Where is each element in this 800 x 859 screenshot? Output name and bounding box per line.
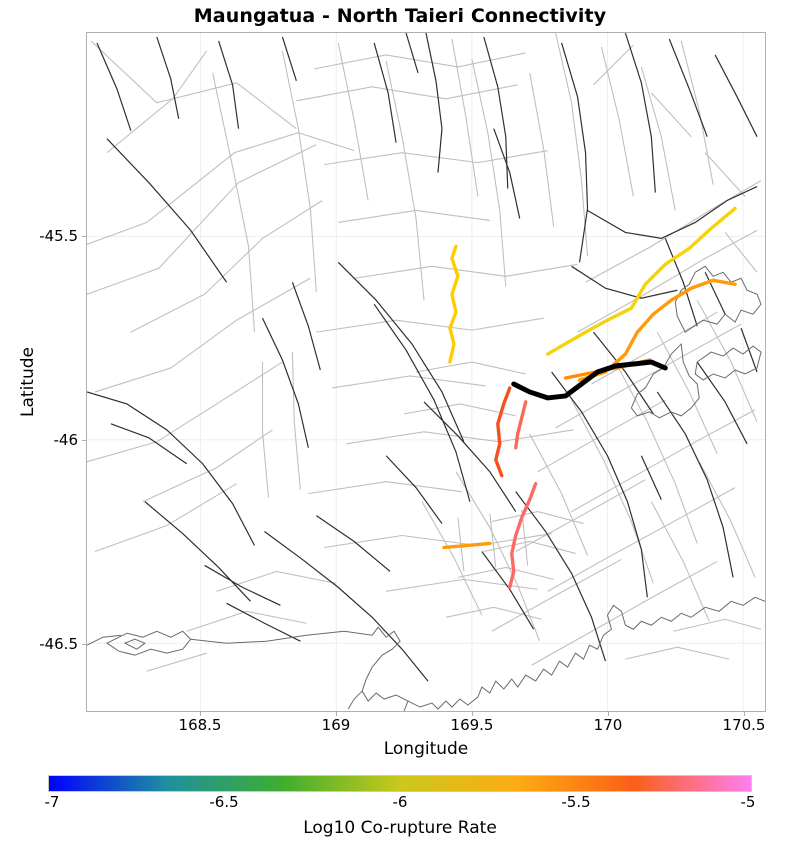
connected-fault-f1 <box>448 244 460 364</box>
connected-fault-f7 <box>508 481 538 590</box>
connected-fault-f5 <box>494 386 512 478</box>
colorbar-label: Log10 Co-rupture Rate <box>303 818 497 838</box>
xtick-mark <box>472 712 473 716</box>
ytick-mark <box>82 440 86 441</box>
ytick-label-1: -46 <box>53 431 79 449</box>
xtick-mark <box>336 712 337 716</box>
colorbar <box>48 775 752 792</box>
colorbar-tick-1: -6.5 <box>209 793 239 811</box>
ytick-mark <box>82 236 86 237</box>
chart-title: Maungatua - North Taieri Connectivity <box>193 5 607 27</box>
xtick-label-3: 170 <box>593 716 623 734</box>
ytick-mark <box>82 644 86 645</box>
x-axis-label: Longitude <box>383 739 469 759</box>
background-faults-light <box>87 33 762 672</box>
y-axis-label: Latitude <box>18 347 38 417</box>
background-faults-dark <box>87 33 758 682</box>
gridlines <box>87 33 765 711</box>
xtick-mark <box>608 712 609 716</box>
ytick-label-0: -45.5 <box>39 227 78 245</box>
xtick-mark <box>744 712 745 716</box>
map-svg <box>87 33 765 711</box>
source-fault-trace <box>511 359 668 401</box>
connected-fault-f8 <box>442 541 492 550</box>
connected-fault-f6 <box>514 400 528 450</box>
colorbar-tick-3: -5.5 <box>561 793 591 811</box>
ytick-label-2: -46.5 <box>39 635 78 653</box>
xtick-mark <box>200 712 201 716</box>
connected-fault-f2 <box>545 206 737 356</box>
colorbar-gradient <box>49 776 751 791</box>
colorbar-tick-4: -5 <box>740 793 756 811</box>
xtick-label-1: 169 <box>321 716 351 734</box>
coastline <box>87 265 765 711</box>
colorbar-tick-2: -6 <box>392 793 408 811</box>
colorbar-tick-0: -7 <box>44 793 60 811</box>
map-plot-area <box>86 32 766 712</box>
xtick-label-0: 168.5 <box>178 716 222 734</box>
xtick-label-4: 170.5 <box>722 716 766 734</box>
xtick-label-2: 169.5 <box>450 716 494 734</box>
